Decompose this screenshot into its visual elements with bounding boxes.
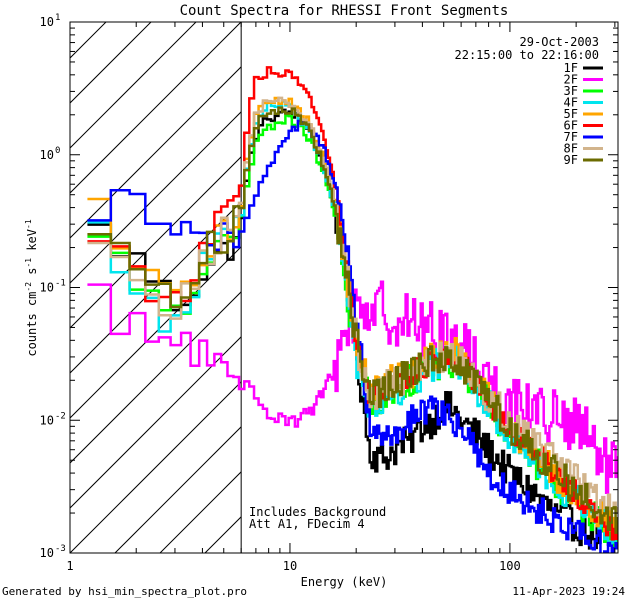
hatch-line — [70, 336, 242, 509]
y-tick-label: 10 — [40, 15, 54, 29]
y-tick-exponent: -3 — [55, 544, 66, 554]
legend-label-7F: 7F — [564, 130, 578, 144]
y-axis-label-exp1: -2 — [24, 282, 33, 292]
x-tick-label: 10 — [283, 559, 297, 573]
footer-generator: Generated by hsi_min_spectra_plot.pro — [2, 585, 247, 598]
hatch-line — [70, 246, 242, 419]
hatch-line — [0, 13, 25, 553]
hatch-line — [70, 22, 242, 194]
x-tick-label: 1 — [66, 559, 73, 573]
series-layer — [87, 66, 618, 553]
x-axis-label: Energy (keV) — [301, 575, 388, 589]
y-tick-exponent: -2 — [55, 411, 66, 421]
chart-title: Count Spectra for RHESSI Front Segments — [180, 3, 509, 19]
hatch-line — [70, 22, 197, 149]
x-tick-labels: 1 10 100 — [66, 559, 520, 573]
y-tick-exponent: -1 — [55, 279, 66, 289]
series-line-2F — [87, 280, 618, 494]
hatch-line — [70, 66, 242, 239]
legend-label-6F: 6F — [564, 119, 578, 133]
legend-label-1F: 1F — [564, 61, 578, 75]
y-axis-label: counts cm-2 s-1 keV-1 — [24, 219, 39, 356]
annotation-attenuator: Att A1, FDecim 4 — [249, 517, 365, 531]
hatch-line — [70, 291, 242, 464]
time-range-label: 22:15:00 to 22:16:00 — [455, 48, 600, 62]
y-tick-exponent: 1 — [55, 13, 60, 23]
y-tick-label: 10 — [40, 413, 54, 427]
y-tick-label: 10 — [40, 281, 54, 295]
legend-label-8F: 8F — [564, 142, 578, 156]
y-axis-label-exp2: -1 — [24, 258, 33, 268]
y-axis-label-mid3: keV — [25, 229, 39, 258]
y-tick-exponent: 0 — [55, 146, 60, 156]
axis-ticks — [69, 21, 618, 554]
legend-label-2F: 2F — [564, 73, 578, 87]
footer-timestamp: 11-Apr-2023 19:24 — [512, 585, 625, 598]
legend-label-5F: 5F — [564, 107, 578, 121]
legend-label-9F: 9F — [564, 153, 578, 167]
hatch-line — [114, 426, 242, 553]
x-tick-label: 100 — [499, 559, 521, 573]
hatch-line — [70, 156, 242, 329]
annotation-background: Includes Background — [249, 505, 386, 519]
series-line-9F — [87, 106, 618, 534]
y-axis-label-mid2: s — [25, 268, 39, 282]
hatch-line — [70, 381, 242, 553]
y-axis-label-exp3: -1 — [24, 219, 33, 229]
legend-label-4F: 4F — [564, 96, 578, 110]
legend-label-3F: 3F — [564, 84, 578, 98]
y-tick-label: 10 — [40, 148, 54, 162]
date-label: 29-Oct-2003 — [520, 35, 599, 49]
y-axis-label-base: counts cm — [25, 292, 39, 357]
y-tick-label: 10 — [40, 546, 54, 560]
